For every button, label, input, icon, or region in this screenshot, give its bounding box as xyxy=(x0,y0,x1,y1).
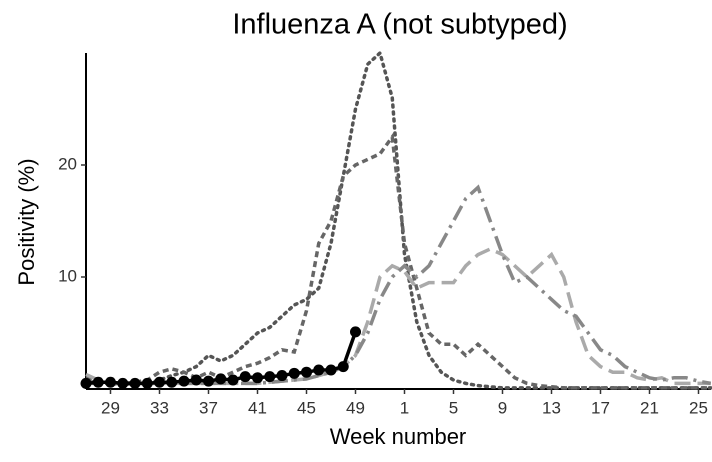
series-line xyxy=(84,49,712,390)
data-point xyxy=(350,326,361,338)
x-tick-label: 1 xyxy=(400,398,409,417)
data-point xyxy=(288,367,300,379)
x-tick-label: 13 xyxy=(542,398,561,417)
x-tick-label: 45 xyxy=(297,398,316,417)
data-point xyxy=(129,377,141,389)
data-point xyxy=(215,373,227,385)
x-tick-label: 49 xyxy=(346,398,365,417)
data-point xyxy=(239,371,251,383)
series-line xyxy=(85,132,711,390)
series-line xyxy=(86,184,712,386)
data-point xyxy=(105,376,116,388)
x-axis-label: Week number xyxy=(330,424,467,449)
data-point xyxy=(301,366,312,378)
data-point xyxy=(80,377,92,389)
data-point xyxy=(264,371,276,383)
data-point xyxy=(178,375,190,387)
data-point xyxy=(190,374,202,386)
data-point xyxy=(203,375,214,387)
data-point xyxy=(117,377,129,389)
y-tick-label: 20 xyxy=(58,154,77,173)
x-tick-label: 37 xyxy=(199,398,218,417)
data-point xyxy=(325,364,337,376)
x-tick-label: 9 xyxy=(498,398,507,417)
x-tick-label: 25 xyxy=(689,398,708,417)
x-tick-label: 41 xyxy=(248,398,267,417)
data-point xyxy=(227,374,239,386)
chart-title: Influenza A (not subtyped) xyxy=(232,9,567,41)
x-tick-label: 17 xyxy=(591,398,610,417)
data-point xyxy=(92,376,104,388)
data-point xyxy=(252,372,263,384)
data-point xyxy=(166,376,178,388)
x-tick-label: 29 xyxy=(101,398,120,417)
data-point xyxy=(337,361,349,373)
y-axis-label: Positivity (%) xyxy=(14,158,39,285)
y-tick-label: 10 xyxy=(58,266,77,285)
x-tick-label: 21 xyxy=(640,398,659,417)
data-point xyxy=(313,364,325,376)
data-point xyxy=(276,370,288,382)
data-point xyxy=(141,377,153,389)
data-point xyxy=(154,376,165,388)
x-tick-label: 33 xyxy=(150,398,169,417)
x-tick-label: 5 xyxy=(449,398,458,417)
